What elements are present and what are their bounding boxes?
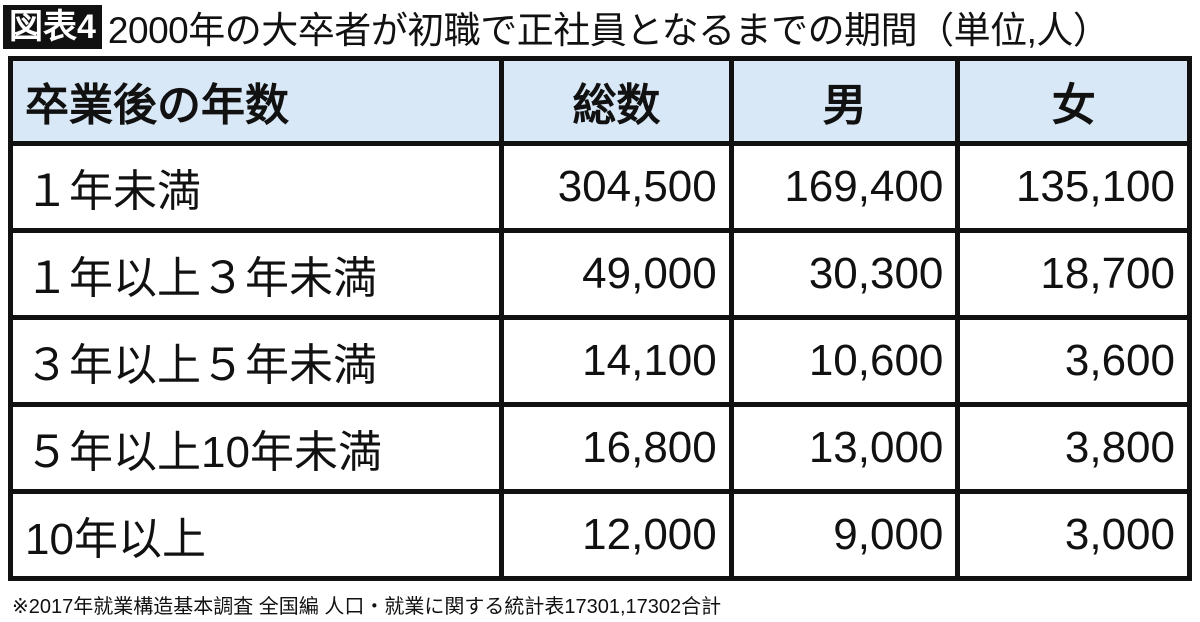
figure-label: 図表4 [3, 5, 102, 49]
cell-years: ３年以上５年未満 [7, 315, 505, 407]
table-row: 10年以上 12,000 9,000 3,000 [7, 489, 1192, 581]
cell-female: 3,800 [955, 402, 1192, 494]
cell-female: 18,700 [955, 228, 1192, 320]
cell-years: ５年以上10年未満 [7, 402, 505, 494]
table-row: ５年以上10年未満 16,800 13,000 3,800 [7, 402, 1192, 494]
cell-years: １年未満 [7, 141, 505, 233]
cell-male: 10,600 [728, 315, 961, 407]
header-total: 総数 [499, 56, 734, 146]
figure-title: 2000年の大卒者が初職で正社員となるまでの期間（単位,人） [107, 10, 1110, 51]
header-female: 女 [955, 56, 1192, 146]
header-years: 卒業後の年数 [7, 56, 505, 146]
cell-male: 30,300 [728, 228, 961, 320]
table-row: １年以上３年未満 49,000 30,300 18,700 [7, 228, 1192, 320]
cell-years: 10年以上 [7, 489, 505, 581]
source-note: ※2017年就業構造基本調査 全国編 人口・就業に関する統計表17301,173… [12, 596, 722, 618]
cell-total: 49,000 [499, 228, 734, 320]
header-male: 男 [728, 56, 961, 146]
cell-female: 3,000 [955, 489, 1192, 581]
table-row: １年未満 304,500 169,400 135,100 [7, 141, 1192, 233]
cell-total: 16,800 [499, 402, 734, 494]
cell-total: 304,500 [499, 141, 734, 233]
cell-female: 135,100 [955, 141, 1192, 233]
cell-male: 9,000 [728, 489, 961, 581]
cell-male: 13,000 [728, 402, 961, 494]
figure-title-row: 図表4 2000年の大卒者が初職で正社員となるまでの期間（単位,人） [3, 4, 1110, 51]
header-row: 卒業後の年数 総数 男 女 [7, 56, 1192, 146]
cell-total: 12,000 [499, 489, 734, 581]
cell-total: 14,100 [499, 315, 734, 407]
cell-years: １年以上３年未満 [7, 228, 505, 320]
cell-male: 169,400 [728, 141, 961, 233]
cell-female: 3,600 [955, 315, 1192, 407]
data-table: 卒業後の年数 総数 男 女 １年未満 304,500 169,400 135,100 １… [7, 56, 1192, 581]
table-row: ３年以上５年未満 14,100 10,600 3,600 [7, 315, 1192, 407]
